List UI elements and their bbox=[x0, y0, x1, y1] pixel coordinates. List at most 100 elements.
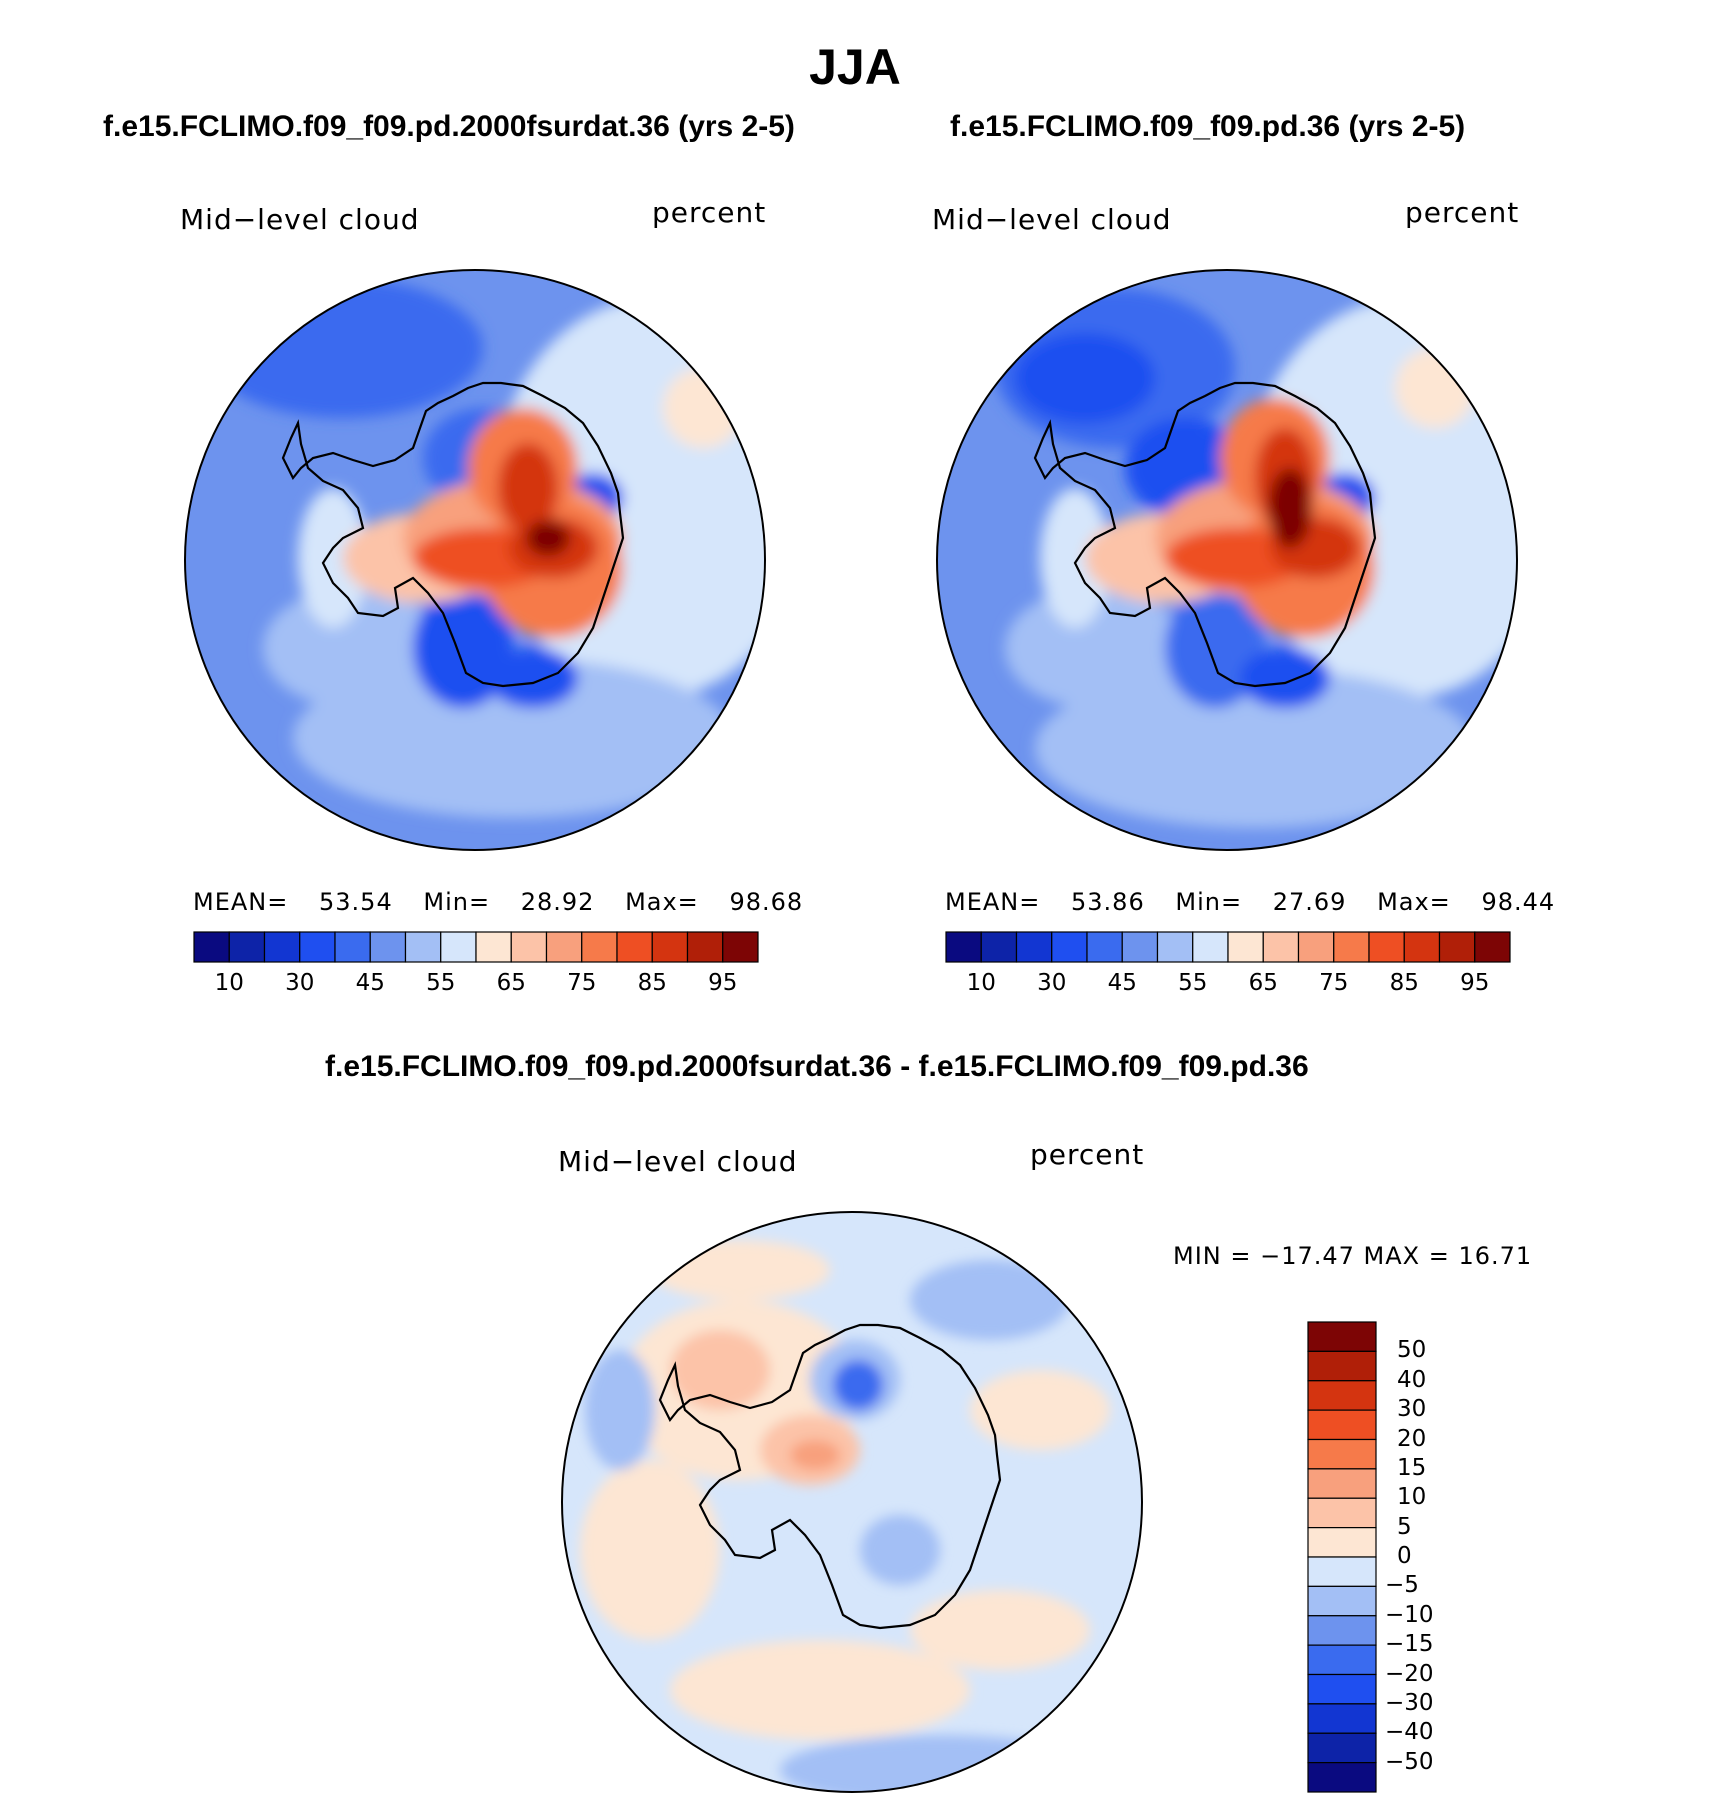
panel1-colorbar-swatch bbox=[228, 931, 266, 963]
panel3-colorbar-swatch bbox=[1307, 1585, 1377, 1617]
panel2-colorbar-swatch bbox=[1368, 931, 1405, 963]
panel3-coastline bbox=[658, 1323, 1002, 1630]
panel3-colorbar-swatch bbox=[1307, 1732, 1377, 1764]
panel3-field-blob bbox=[860, 1515, 940, 1585]
panel2-subtitle: f.e15.FCLIMO.f09_f09.pd.36 (yrs 2-5) bbox=[950, 110, 1466, 143]
panel3-subtitle: f.e15.FCLIMO.f09_f09.pd.2000fsurdat.36 -… bbox=[325, 1050, 1309, 1083]
panel3-colorbar-tick-label: −40 bbox=[1385, 1719, 1434, 1746]
panel3-colorbar-swatch bbox=[1307, 1556, 1377, 1587]
panel2-field-blob bbox=[1240, 648, 1330, 708]
panel3-stats: MIN = −17.47 MAX = 16.71 bbox=[1173, 1242, 1533, 1270]
panel2-variable-label: Mid−level cloud bbox=[932, 203, 1172, 236]
panel1-colorbar-tick-label: 95 bbox=[708, 970, 738, 996]
panel1-colorbar-tick-label: 55 bbox=[426, 970, 456, 996]
panel1-colorbar-swatch bbox=[686, 931, 724, 963]
panel3-units-label: percent bbox=[1030, 1138, 1145, 1171]
panel3-field-blob bbox=[910, 1590, 1090, 1670]
panel2-colorbar-ticks: 10 30 45 55 65 75 85 95 bbox=[946, 970, 1510, 1000]
panel3-colorbar-swatch bbox=[1307, 1497, 1377, 1529]
panel1-colorbar-tick-label: 45 bbox=[355, 970, 385, 996]
panel3-colorbar-tick-label: 5 bbox=[1397, 1513, 1412, 1540]
panel1-field-blob bbox=[298, 488, 368, 628]
panel3-colorbar-swatch bbox=[1307, 1703, 1377, 1734]
panel2-max-label: Max= bbox=[1377, 888, 1451, 916]
panel1-map-border bbox=[184, 269, 766, 851]
panel2-stats: MEAN= 53.86 Min= 27.69 Max= 98.44 bbox=[945, 888, 1555, 916]
panel3-field-blob bbox=[790, 1440, 840, 1470]
panel1-colorbar-swatch bbox=[616, 931, 653, 963]
panel1-mean-value: 53.54 bbox=[319, 888, 393, 916]
panel3-colorbar-tick-label: −20 bbox=[1385, 1660, 1434, 1687]
panel2-colorbar-swatch bbox=[945, 931, 982, 963]
panel1-colorbar-swatch bbox=[440, 931, 477, 963]
panel2-colorbar-swatch bbox=[1227, 931, 1264, 963]
panel3-colorbar-tick-label: −15 bbox=[1385, 1631, 1434, 1658]
panel2-colorbar-tick-label: 55 bbox=[1178, 970, 1208, 996]
panel2-colorbar-swatch bbox=[1333, 931, 1370, 963]
panel2-colorbar-tick-label: 10 bbox=[966, 970, 996, 996]
panel1-colorbar-ticks: 10 30 45 55 65 75 85 95 bbox=[194, 970, 758, 1000]
panel1-units-label: percent bbox=[652, 196, 767, 229]
panel1-max-label: Max= bbox=[625, 888, 699, 916]
panel1-colorbar-tick-label: 65 bbox=[496, 970, 526, 996]
panel2-colorbar-swatch bbox=[1015, 931, 1053, 963]
panel1-colorbar-swatch bbox=[369, 931, 407, 963]
panel1-stats: MEAN= 53.54 Min= 28.92 Max= 98.68 bbox=[193, 888, 803, 916]
panel1-max-value: 98.68 bbox=[729, 888, 804, 916]
panel1-field-blob bbox=[203, 278, 483, 418]
panel1-field-blob bbox=[293, 658, 733, 818]
panel2-colorbar-swatch bbox=[1051, 931, 1088, 963]
panel1-colorbar-tick-label: 30 bbox=[285, 970, 315, 996]
panel3-field-blob bbox=[970, 1370, 1110, 1450]
panel2-colorbar-swatch bbox=[1192, 931, 1229, 963]
panel3-field-blob bbox=[670, 1330, 770, 1410]
panel1-min-value: 28.92 bbox=[520, 888, 595, 916]
panel1-colorbar-swatch bbox=[193, 931, 230, 963]
panel3-variable-label: Mid−level cloud bbox=[558, 1145, 798, 1178]
panel1-field-blob bbox=[526, 520, 570, 556]
panel2-colorbar-swatch bbox=[1438, 931, 1476, 963]
panel1-colorbar-swatch bbox=[510, 931, 548, 963]
panel1-colorbar-swatch bbox=[263, 931, 301, 963]
panel1-colorbar bbox=[193, 931, 759, 963]
panel2-colorbar-tick-label: 95 bbox=[1460, 970, 1490, 996]
panel3-colorbar-tick-label: 20 bbox=[1397, 1425, 1427, 1452]
panel3-field-blob bbox=[670, 1640, 970, 1740]
panel3-colorbar-swatch bbox=[1307, 1438, 1377, 1470]
panel2-field-blob bbox=[1395, 348, 1475, 428]
panel3-colorbar-tick-label: 40 bbox=[1397, 1366, 1427, 1393]
panel3-colorbar-tick-label: −10 bbox=[1385, 1601, 1434, 1628]
panel2-colorbar-swatch bbox=[1086, 931, 1123, 963]
panel3-colorbar-tick-label: 50 bbox=[1397, 1337, 1427, 1364]
panel2-colorbar-swatch bbox=[1403, 931, 1441, 963]
panel2-field-blob bbox=[1005, 588, 1185, 708]
panel3-colorbar-swatch bbox=[1307, 1644, 1377, 1676]
panel2-colorbar-swatch bbox=[980, 931, 1018, 963]
panel1-colorbar-swatch bbox=[581, 931, 618, 963]
panel1-coastline bbox=[281, 381, 625, 688]
panel3-colorbar-swatch bbox=[1307, 1527, 1377, 1558]
panel2-units-label: percent bbox=[1405, 196, 1520, 229]
panel3-colorbar-tick-label: 0 bbox=[1397, 1543, 1412, 1569]
panel3-colorbar-swatch bbox=[1307, 1673, 1377, 1705]
panel2-colorbar-swatch bbox=[1474, 931, 1511, 963]
panel2-map-border bbox=[936, 269, 1518, 851]
figure-title: JJA bbox=[809, 39, 901, 95]
panel3-field-blob bbox=[910, 1260, 1070, 1340]
panel3-field-blob bbox=[833, 1360, 883, 1410]
panel3-colorbar-tick-label: −50 bbox=[1385, 1748, 1434, 1775]
panel1-field-blob bbox=[488, 648, 578, 708]
panel3-field-blob bbox=[580, 1460, 720, 1640]
panel2-map bbox=[936, 269, 1518, 851]
panel2-field-blob bbox=[1165, 528, 1305, 588]
panel1-colorbar-swatch bbox=[334, 931, 371, 963]
panel1-colorbar-swatch bbox=[545, 931, 583, 963]
panel1-colorbar-swatch bbox=[475, 931, 512, 963]
panel3-colorbar-tick-label: 10 bbox=[1397, 1484, 1427, 1511]
panel3-colorbar-tick-label: 30 bbox=[1397, 1396, 1427, 1423]
panel2-colorbar-tick-label: 45 bbox=[1107, 970, 1137, 996]
panel3-colorbar-swatch bbox=[1307, 1468, 1377, 1499]
panel2-field-blob bbox=[1040, 488, 1110, 628]
panel2-coastline bbox=[1033, 381, 1377, 688]
panel1-colorbar-tick-label: 10 bbox=[214, 970, 244, 996]
